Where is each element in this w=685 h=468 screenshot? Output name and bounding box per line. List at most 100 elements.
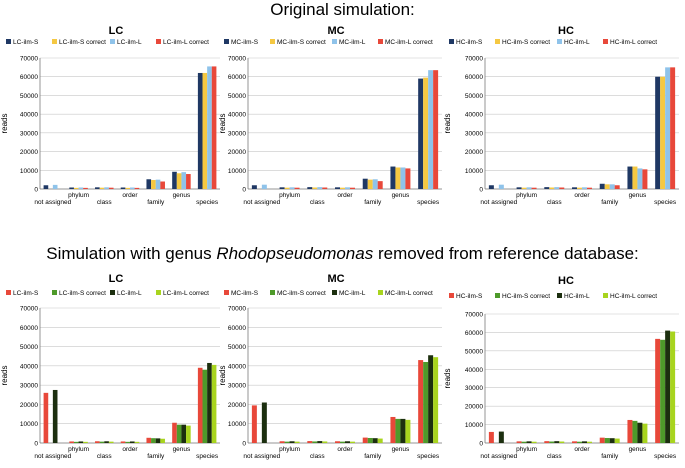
bar-phylum-hc-ilm-l-correct xyxy=(531,187,537,189)
legend-swatch xyxy=(449,293,454,298)
bar-genus-hc-ilm-l-correct xyxy=(642,169,648,189)
y-tick-label: 40000 xyxy=(228,112,246,119)
y-tick-label: 70000 xyxy=(20,56,38,63)
bar-class-hc-ilm-s-correct xyxy=(549,187,555,189)
bar-order-mc-ilm-s xyxy=(335,187,341,189)
x-tick-label-not-assigned: not assigned xyxy=(480,199,517,206)
chart-title: MC xyxy=(327,273,344,285)
bar-genus-mc-ilm-l-correct xyxy=(405,419,411,443)
bar-species-lc-ilm-l xyxy=(207,362,212,443)
legend-label-hc-ilm-s-correct: HC-ilm-S correct xyxy=(502,39,550,46)
legend-label-hc-ilm-l-correct: HC-ilm-L correct xyxy=(610,293,657,300)
legend-label-hc-ilm-s: HC-ilm-S xyxy=(456,293,483,300)
bar-not-assigned-mc-ilm-s xyxy=(251,185,257,189)
bar-genus-mc-ilm-l xyxy=(400,418,406,443)
bar-phylum-hc-ilm-l xyxy=(526,187,532,189)
bar-genus-hc-ilm-l-correct xyxy=(642,423,648,443)
legend-swatch xyxy=(270,290,275,295)
bar-order-lc-ilm-s-correct xyxy=(125,187,130,189)
bar-order-lc-ilm-l xyxy=(130,441,135,443)
legend-label-mc-ilm-l: MC-ilm-L xyxy=(339,290,366,297)
bar-class-mc-ilm-s xyxy=(307,187,313,189)
y-tick-label: 40000 xyxy=(465,112,483,119)
bar-phylum-lc-ilm-s xyxy=(69,441,74,443)
y-axis-label: reads xyxy=(443,113,452,133)
bar-genus-hc-ilm-s xyxy=(627,419,633,443)
x-tick-label-family: family xyxy=(147,453,165,460)
bar-order-lc-ilm-s xyxy=(120,187,126,189)
y-tick-label: 0 xyxy=(34,441,38,448)
x-tick-label-phylum: phylum xyxy=(68,192,89,199)
bar-phylum-hc-ilm-s xyxy=(516,441,522,443)
y-tick-label: 30000 xyxy=(20,130,38,137)
bar-class-hc-ilm-l xyxy=(554,187,560,189)
bar-family-lc-ilm-s xyxy=(146,179,152,189)
legend-label-lc-ilm-s: LC-ilm-S xyxy=(13,39,39,46)
bar-phylum-lc-ilm-l-correct xyxy=(83,187,88,189)
x-tick-label-class: class xyxy=(97,199,113,206)
bar-genus-hc-ilm-s-correct xyxy=(632,420,638,443)
bar-genus-hc-ilm-s-correct xyxy=(632,166,638,189)
bar-order-hc-ilm-l xyxy=(582,441,587,443)
bar-class-mc-ilm-l xyxy=(317,187,323,189)
legend-label-lc-ilm-l: LC-ilm-L xyxy=(117,290,142,297)
y-tick-label: 10000 xyxy=(20,421,38,428)
x-tick-label-genus: genus xyxy=(392,192,410,199)
bar-genus-lc-ilm-s-correct xyxy=(176,173,182,189)
y-tick-label: 20000 xyxy=(465,404,483,411)
bar-class-lc-ilm-s-correct xyxy=(99,187,105,189)
bar-family-mc-ilm-l xyxy=(372,438,378,443)
bar-family-hc-ilm-s-correct xyxy=(604,184,610,189)
x-tick-label-family: family xyxy=(601,199,619,206)
bar-family-mc-ilm-s-correct xyxy=(367,179,373,189)
bottom-title-prefix: Simulation with genus xyxy=(46,244,217,263)
chart-title: HC xyxy=(558,25,574,37)
bar-family-mc-ilm-s-correct xyxy=(367,437,373,443)
bar-genus-lc-ilm-s xyxy=(172,422,177,443)
x-tick-label-phylum: phylum xyxy=(279,446,300,453)
legend-swatch xyxy=(603,39,608,44)
bar-class-lc-ilm-l xyxy=(104,441,109,443)
bar-order-lc-ilm-s xyxy=(120,441,126,443)
y-tick-label: 50000 xyxy=(228,93,246,100)
y-tick-label: 60000 xyxy=(465,74,483,81)
legend-swatch xyxy=(378,39,383,44)
bar-phylum-lc-ilm-l xyxy=(78,187,84,189)
x-tick-label-species: species xyxy=(654,453,677,460)
x-tick-label-order: order xyxy=(574,446,590,453)
bar-family-mc-ilm-l-correct xyxy=(377,438,383,443)
legend-swatch xyxy=(270,39,275,44)
bar-species-mc-ilm-s xyxy=(418,360,424,443)
x-tick-label-family: family xyxy=(601,453,619,460)
y-axis-label: reads xyxy=(218,365,227,385)
bar-order-mc-ilm-s-correct xyxy=(340,187,345,189)
bar-class-lc-ilm-s xyxy=(95,441,100,443)
bar-species-lc-ilm-s-correct xyxy=(202,369,208,443)
bar-not-assigned-mc-ilm-l xyxy=(261,402,267,443)
bar-species-hc-ilm-l-correct xyxy=(670,331,676,443)
y-tick-label: 20000 xyxy=(228,149,246,156)
bar-order-hc-ilm-l xyxy=(582,187,587,189)
bar-phylum-lc-ilm-s-correct xyxy=(73,187,79,189)
bar-not-assigned-lc-ilm-s xyxy=(43,185,49,189)
y-tick-label: 20000 xyxy=(228,402,246,409)
bar-family-hc-ilm-s xyxy=(599,183,605,189)
y-tick-label: 10000 xyxy=(228,168,246,175)
x-tick-label-order: order xyxy=(574,192,590,199)
chart-hc-removed: HC HC-ilm-S HC-ilm-S correct HC-ilm-L HC-ilm… xyxy=(443,275,679,460)
bar-not-assigned-lc-ilm-l xyxy=(52,389,58,443)
x-tick-label-genus: genus xyxy=(629,192,647,199)
x-tick-label-family: family xyxy=(364,199,382,206)
y-tick-label: 50000 xyxy=(20,344,38,351)
x-tick-label-phylum: phylum xyxy=(279,192,300,199)
legend-swatch xyxy=(52,39,57,44)
top-title-text: Original simulation: xyxy=(270,0,415,19)
bar-phylum-hc-ilm-s xyxy=(516,187,522,189)
chart-lc-removed: LC LC-ilm-S LC-ilm-S correct LC-ilm-L LC-ilm… xyxy=(0,273,220,460)
legend-swatch xyxy=(557,39,562,44)
y-tick-label: 20000 xyxy=(20,402,38,409)
legend-swatch xyxy=(52,290,57,295)
y-tick-label: 50000 xyxy=(465,93,483,100)
legend-swatch xyxy=(495,39,500,44)
legend-swatch xyxy=(224,290,229,295)
